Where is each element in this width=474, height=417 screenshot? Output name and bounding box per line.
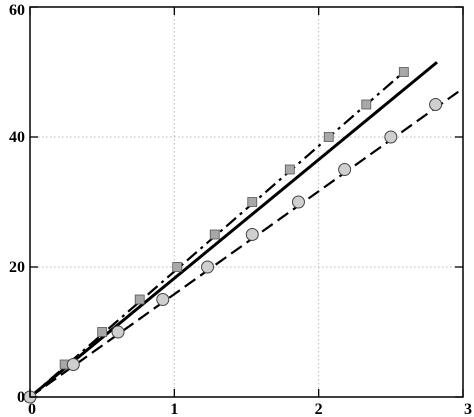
y-tick-label: 0: [17, 389, 25, 406]
plot-frame: [29, 6, 464, 398]
series-markers: [23, 67, 443, 404]
data-point-square: [97, 327, 108, 337]
data-point-square: [361, 99, 372, 110]
data-point-circle: [201, 260, 215, 274]
data-point-square: [398, 67, 409, 77]
grid-lines: [30, 7, 463, 397]
data-point-circle: [66, 358, 80, 371]
data-point-square: [209, 229, 220, 240]
data-point-circle: [111, 325, 125, 339]
line-dash-dot: [29, 69, 406, 398]
y-tick-label: 20: [9, 259, 25, 276]
y-tick-label: 40: [9, 129, 25, 146]
data-point-circle: [384, 130, 398, 144]
x-tick-label: 3: [464, 401, 472, 417]
x-tick-label: 0: [28, 401, 36, 417]
series-lines: [29, 61, 460, 399]
data-point-circle: [338, 163, 352, 176]
data-point-square: [323, 132, 334, 142]
y-tick-label: 60: [9, 2, 25, 19]
data-point-circle: [429, 98, 443, 111]
axis-ticks: 0 1 2 3 0 20 40 60: [9, 2, 472, 417]
x-tick-label: 1: [170, 401, 178, 417]
data-point-circle: [245, 228, 259, 241]
data-point-square: [284, 164, 295, 175]
data-point-square: [134, 294, 145, 305]
line-dashed: [29, 90, 460, 398]
data-point-square: [172, 262, 183, 272]
data-point-circle: [291, 195, 305, 209]
data-point-square: [247, 197, 258, 207]
data-point-circle: [156, 293, 170, 306]
x-tick-label: 2: [315, 401, 323, 417]
line-solid: [29, 61, 438, 399]
